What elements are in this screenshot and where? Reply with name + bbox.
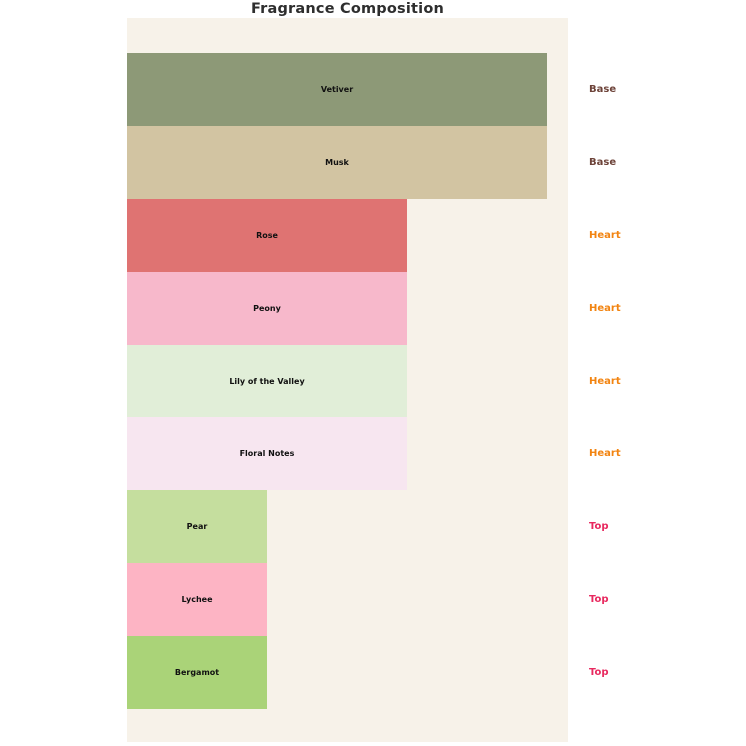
layer-label-top-6: Top [589, 521, 609, 533]
bar-label-peony: Peony [253, 303, 281, 313]
bar-label-lily-of-the-valley: Lily of the Valley [229, 376, 305, 386]
bar-musk: Musk [127, 125, 547, 199]
bar-row-lily-of-the-valley: Lily of the Valley [127, 344, 568, 418]
bar-row-musk: Musk [127, 125, 568, 199]
bar-label-floral-notes: Floral Notes [239, 449, 295, 459]
plot-area: Vetiver Musk Rose Peony Lily of the Valley Fl… [127, 18, 568, 742]
bar-row-bergamot: Bergamot [127, 636, 568, 710]
layer-label-top-8: Top [589, 667, 609, 679]
bar-lily-of-the-valley: Lily of the Valley [127, 344, 407, 418]
layer-label-heart-3: Heart [589, 302, 621, 314]
bar-bergamot: Bergamot [127, 636, 267, 710]
layer-label-base-0: Base [589, 83, 617, 95]
bar-row-vetiver: Vetiver [127, 53, 568, 126]
bar-floral-notes: Floral Notes [127, 417, 407, 491]
layer-label-heart-5: Heart [589, 448, 621, 460]
bar-row-lychee: Lychee [127, 563, 568, 637]
bar-row-pear: Pear [127, 490, 568, 564]
bar-label-bergamot: Bergamot [174, 668, 220, 678]
layer-label-column: Base Base Heart Heart Heart Heart Top Top Top [589, 53, 709, 709]
bar-lychee: Lychee [127, 563, 267, 637]
layer-label-heart-4: Heart [589, 375, 621, 387]
layer-label-base-1: Base [589, 156, 617, 168]
bar-peony: Peony [127, 271, 407, 345]
layer-label-heart-2: Heart [589, 229, 621, 241]
bar-label-rose: Rose [256, 230, 278, 240]
bar-label-vetiver: Vetiver [320, 84, 354, 94]
bar-stack: Vetiver Musk Rose Peony Lily of the Valley Fl… [127, 53, 568, 710]
bar-vetiver: Vetiver [127, 53, 547, 126]
bar-row-floral-notes: Floral Notes [127, 417, 568, 491]
bar-label-musk: Musk [325, 157, 349, 167]
bar-rose: Rose [127, 198, 407, 272]
bar-label-lychee: Lychee [181, 595, 213, 605]
layer-label-top-7: Top [589, 594, 609, 606]
bar-pear: Pear [127, 490, 267, 564]
chart-title: Fragrance Composition [250, 1, 445, 17]
bar-row-rose: Rose [127, 198, 568, 272]
bar-label-pear: Pear [186, 522, 208, 532]
bar-row-peony: Peony [127, 271, 568, 345]
